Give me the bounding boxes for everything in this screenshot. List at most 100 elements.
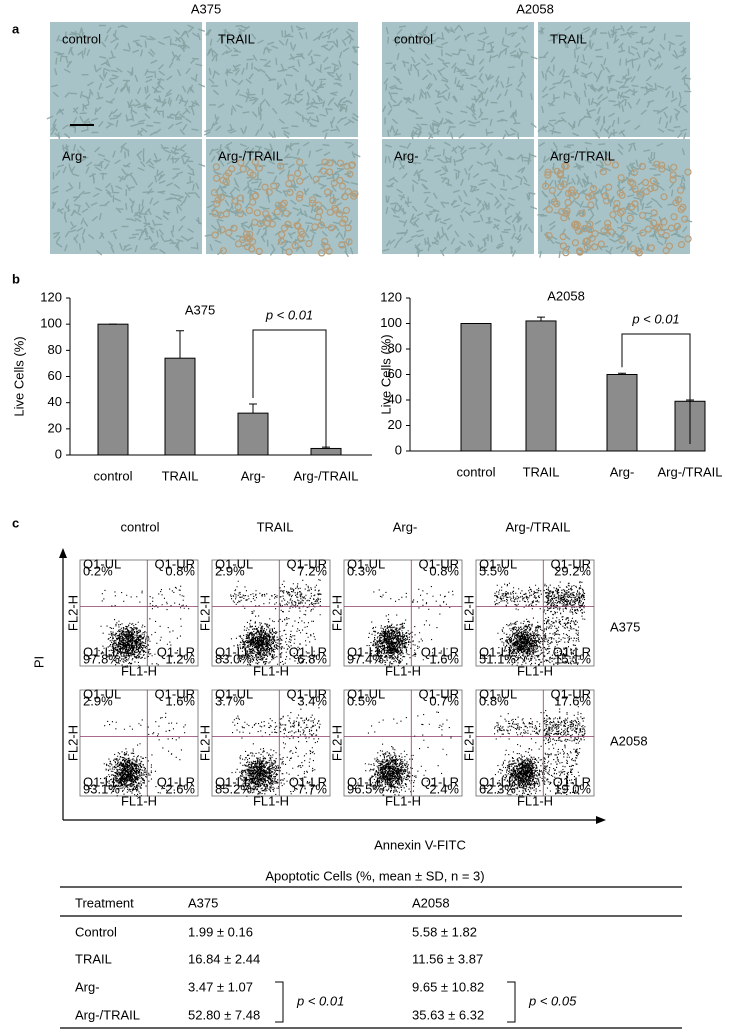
quadrant-name: Q1-UL (83, 556, 121, 571)
plot-y-label: FL2-H (329, 595, 344, 631)
round-cells (542, 158, 692, 257)
x-tick-label: Arg- (610, 464, 635, 479)
bar (525, 320, 557, 452)
quadrant-percent: 7.7% (297, 781, 327, 796)
chart-title: A2058 (547, 288, 585, 303)
quadrant-name: Q1-UR (287, 556, 327, 571)
table-cell: 9.65 ± 10.82 (412, 979, 484, 994)
quadrant-percent: 96.5% (347, 781, 384, 796)
plot-y-label: FL2-H (461, 725, 476, 761)
quadrant-percent: 0.8% (165, 563, 195, 578)
table-header: A2058 (412, 895, 450, 910)
arrow-head (59, 548, 67, 558)
quadrant-percent: 1.6% (429, 651, 459, 666)
table-cell: 52.80 ± 7.48 (188, 1007, 260, 1022)
quadrant-name: Q1-LL (479, 774, 515, 789)
quadrant-percent: 17.6% (554, 693, 591, 708)
quadrant-percent: 2.9% (83, 693, 113, 708)
quadrant-name: Q1-LL (347, 774, 383, 789)
quadrant-name: Q1-LR (553, 644, 591, 659)
x-tick-label: Arg- (241, 468, 266, 483)
quadrant-name: Q1-LL (479, 644, 515, 659)
quadrant-name: Q1-LR (157, 644, 195, 659)
flow-events (494, 573, 586, 666)
p-value: p < 0.01 (265, 307, 313, 322)
row-label: A375 (610, 619, 640, 634)
plot-frame (343, 559, 463, 667)
table-cell: Arg-/TRAIL (75, 1007, 140, 1022)
quadrant-percent: 83.0% (215, 651, 252, 666)
quadrant-percent: 2.4% (429, 781, 459, 796)
x-axis-label: Annexin V-FITC (374, 837, 466, 852)
table-title: Apoptotic Cells (%, mean ± SD, n = 3) (265, 868, 484, 883)
bar (97, 323, 129, 456)
plot-y-label: FL2-H (329, 725, 344, 761)
quadrant-name: Q1-LR (553, 774, 591, 789)
column-title: TRAIL (257, 519, 294, 534)
y-tick-label: 20 (388, 417, 402, 432)
image-label: TRAIL (218, 31, 255, 46)
plot-x-label: FL1-H (517, 793, 553, 808)
column-title: Arg- (393, 519, 418, 534)
plot-frame (475, 559, 595, 667)
quadrant-percent: 3.7% (215, 693, 245, 708)
cell-texture (537, 24, 692, 140)
bar (310, 447, 342, 456)
cell-texture (381, 24, 538, 141)
quadrant-percent: 0.5% (347, 693, 377, 708)
quadrant-name: Q1-UR (551, 686, 591, 701)
image-label: control (394, 31, 433, 46)
panel-label: b (12, 271, 20, 286)
quadrant-percent: 62.3% (479, 781, 516, 796)
quadrant-percent: 85.2% (215, 781, 252, 796)
quadrant-name: Q1-UR (419, 686, 459, 701)
y-axis-label: Live Cells (%) (378, 334, 393, 414)
plot-x-label: FL1-H (385, 663, 421, 678)
table-header: Treatment (75, 895, 134, 910)
y-tick-label: 80 (48, 342, 62, 357)
x-tick-label: control (93, 468, 132, 483)
table-cell: 5.58 ± 1.82 (412, 924, 477, 939)
y-tick-label: 40 (388, 391, 402, 406)
plot-frame (343, 689, 463, 797)
quadrant-percent: 51.1% (479, 651, 516, 666)
cell-texture (382, 141, 538, 257)
quadrant-name: Q1-UR (155, 686, 195, 701)
bar (164, 357, 196, 456)
plot-x-label: FL1-H (253, 793, 289, 808)
cell-texture (51, 142, 206, 256)
plot-x-label: FL1-H (517, 663, 553, 678)
table-cell: 35.63 ± 6.32 (412, 1007, 484, 1022)
x-tick-label: TRAIL (523, 464, 560, 479)
row-label: A2058 (610, 733, 648, 748)
flow-events (98, 585, 190, 667)
quadrant-name: Q1-LR (157, 774, 195, 789)
cell-texture (46, 24, 206, 140)
quadrant-percent: 0.2% (83, 563, 113, 578)
y-tick-label: 0 (395, 442, 402, 457)
y-tick-label: 60 (388, 366, 402, 381)
significance-bracket (252, 329, 327, 448)
plot-y-label: FL2-H (65, 595, 80, 631)
cell-texture (203, 24, 360, 140)
quadrant-name: Q1-UL (83, 686, 121, 701)
table-cell: Arg- (75, 979, 100, 994)
x-tick-label: Arg-/TRAIL (657, 464, 722, 479)
column-title: Arg-/TRAIL (505, 519, 570, 534)
quadrant-name: Q1-LL (83, 644, 119, 659)
table-cell: Control (75, 924, 117, 939)
quadrant-name: Q1-UR (419, 556, 459, 571)
significance-bracket (621, 333, 691, 444)
flow-events (230, 579, 322, 666)
micrograph (538, 22, 690, 137)
quadrant-name: Q1-LR (421, 774, 459, 789)
error-bar (176, 330, 184, 359)
y-tick-label: 80 (388, 340, 402, 355)
plot-y-label: FL2-H (461, 595, 476, 631)
y-tick-label: 120 (40, 289, 62, 304)
round-cells (210, 158, 359, 257)
y-tick-label: 100 (40, 316, 62, 331)
table-cell: TRAIL (75, 951, 112, 966)
flow-events (100, 712, 186, 797)
